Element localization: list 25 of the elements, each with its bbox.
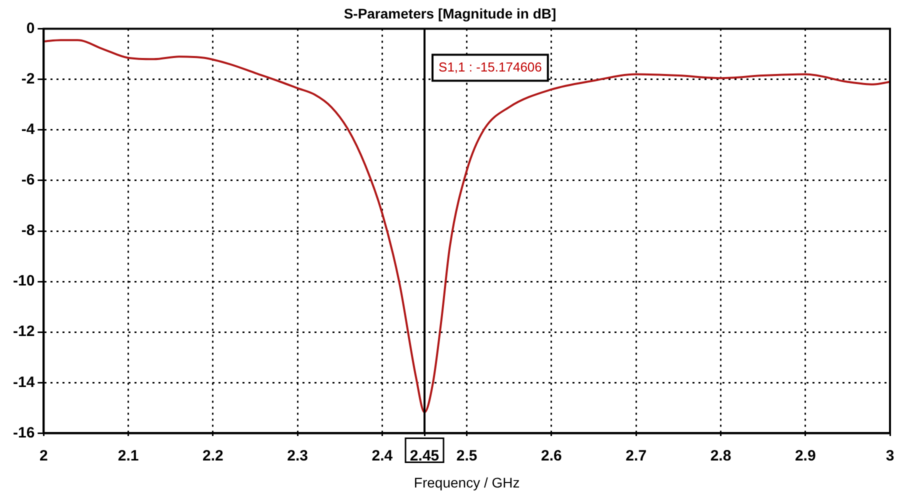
chart-title: S-Parameters [Magnitude in dB] (344, 5, 556, 22)
x-tick-label: 2.8 (710, 447, 732, 464)
x-tick-label: 2 (40, 447, 48, 464)
y-tick-label: -8 (21, 222, 35, 240)
x-tick-label: 2.45 (410, 447, 440, 464)
y-tick-label: -14 (12, 374, 36, 391)
x-tick-label: 2.5 (456, 447, 478, 464)
y-tick-label: -2 (21, 70, 35, 88)
x-axis-title: Frequency / GHz (414, 474, 520, 490)
y-tick-label: -16 (12, 424, 35, 442)
y-tick-label: -6 (21, 172, 35, 189)
line-series (44, 39, 890, 414)
x-tick-label: 2.7 (626, 447, 647, 464)
annotation: S1,1 : -15.174606 (438, 59, 542, 74)
x-tick-label: 2.1 (118, 447, 139, 464)
y-tick-label: -4 (21, 121, 36, 138)
y-tick-label: -10 (12, 272, 35, 290)
x-tick-label: 2.2 (202, 447, 224, 464)
y-tick-label: -12 (12, 323, 35, 340)
x-tick-label: 2.3 (287, 447, 308, 464)
y-tick-label: 0 (26, 20, 35, 37)
x-tick-label: 2.9 (794, 447, 816, 464)
x-tick-label: 3 (886, 447, 894, 464)
x-tick-label: 2.6 (541, 447, 562, 464)
x-tick-label: 2.4 (372, 447, 394, 464)
